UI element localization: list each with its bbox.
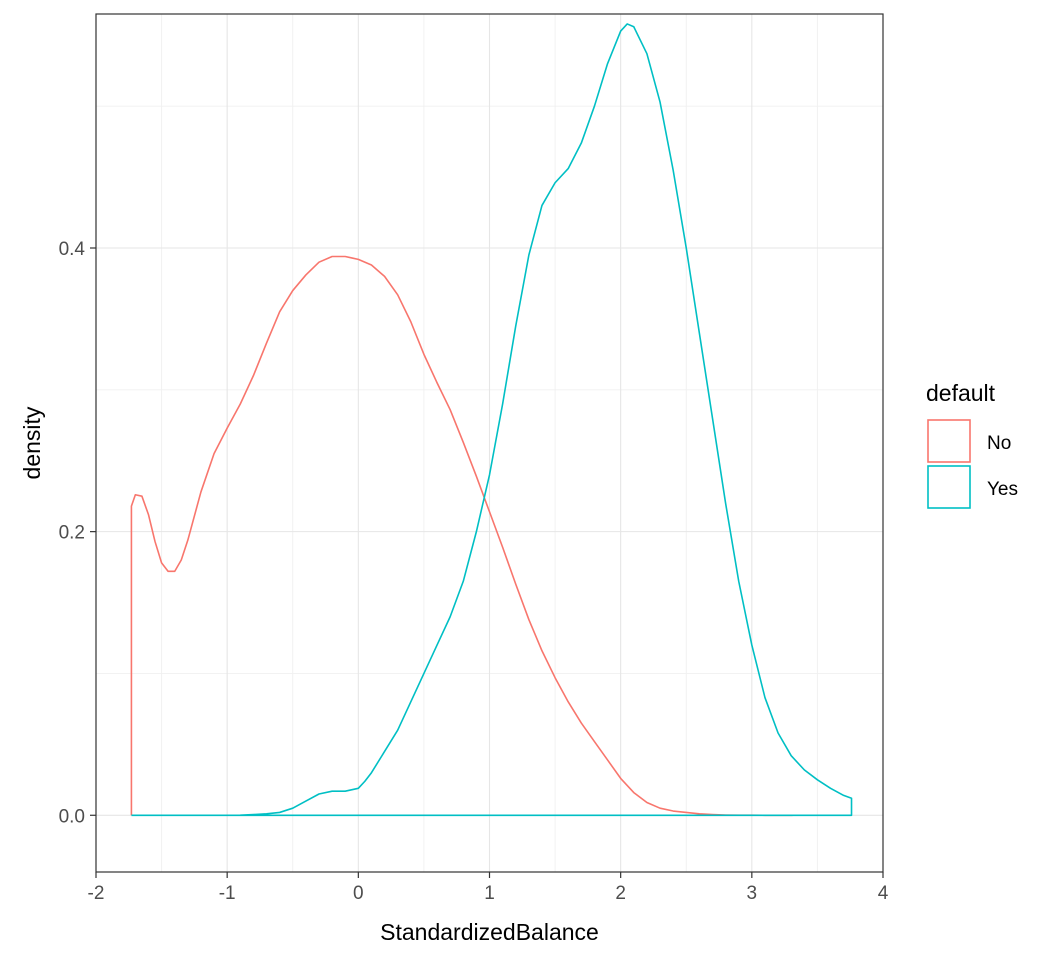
density-curves — [130, 23, 853, 817]
y-tick-label: 0.4 — [59, 239, 86, 260]
legend: default No Yes — [926, 380, 1018, 509]
density-curve-no — [130, 255, 793, 817]
plot-panel — [95, 13, 884, 873]
legend-label-yes: Yes — [987, 479, 1018, 500]
y-tick-label: 0.2 — [59, 523, 85, 544]
x-axis-title: StandardizedBalance — [380, 919, 599, 945]
legend-key-no — [927, 419, 971, 463]
y-axis-title: density — [19, 406, 45, 479]
legend-label-no: No — [987, 433, 1011, 454]
x-tick-label: 2 — [615, 883, 626, 904]
x-tick-label: 1 — [484, 883, 495, 904]
x-tick-label: -1 — [219, 883, 236, 904]
x-tick-label: -2 — [88, 883, 105, 904]
y-axis: 0.0 0.2 0.4 — [59, 239, 96, 827]
legend-title: default — [926, 380, 996, 406]
x-axis: -2 -1 0 1 2 3 4 — [88, 872, 889, 904]
legend-key-yes — [927, 465, 971, 509]
y-tick-label: 0.0 — [59, 806, 85, 827]
density-curve-yes — [131, 23, 853, 817]
x-tick-label: 4 — [878, 883, 889, 904]
x-tick-label: 0 — [353, 883, 364, 904]
x-tick-label: 3 — [747, 883, 758, 904]
